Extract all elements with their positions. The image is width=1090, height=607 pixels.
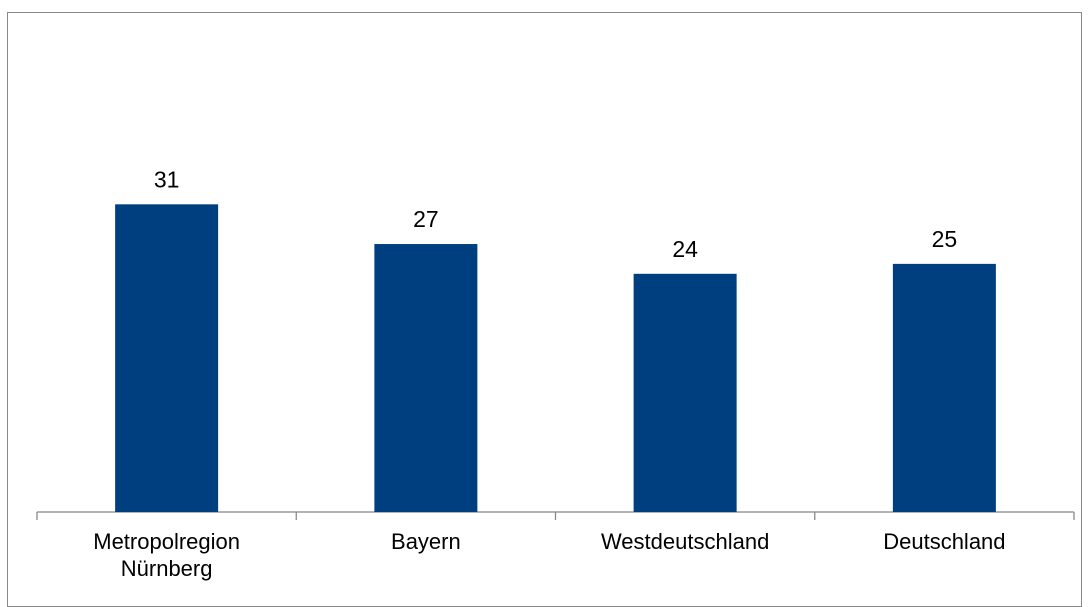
category-tick-label: Nürnberg (121, 556, 213, 581)
data-label: 31 (154, 166, 180, 192)
category-tick-label: Bayern (391, 529, 461, 554)
data-label: 25 (932, 226, 958, 252)
bar (115, 204, 219, 512)
category-tick-label: Deutschland (883, 529, 1005, 554)
bar (633, 273, 737, 512)
data-label: 24 (672, 236, 698, 262)
category-tick-label: Metropolregion (93, 529, 240, 554)
data-label: 27 (413, 206, 439, 232)
bar (374, 244, 478, 512)
bar (892, 263, 996, 512)
category-tick-label: Westdeutschland (601, 529, 769, 554)
